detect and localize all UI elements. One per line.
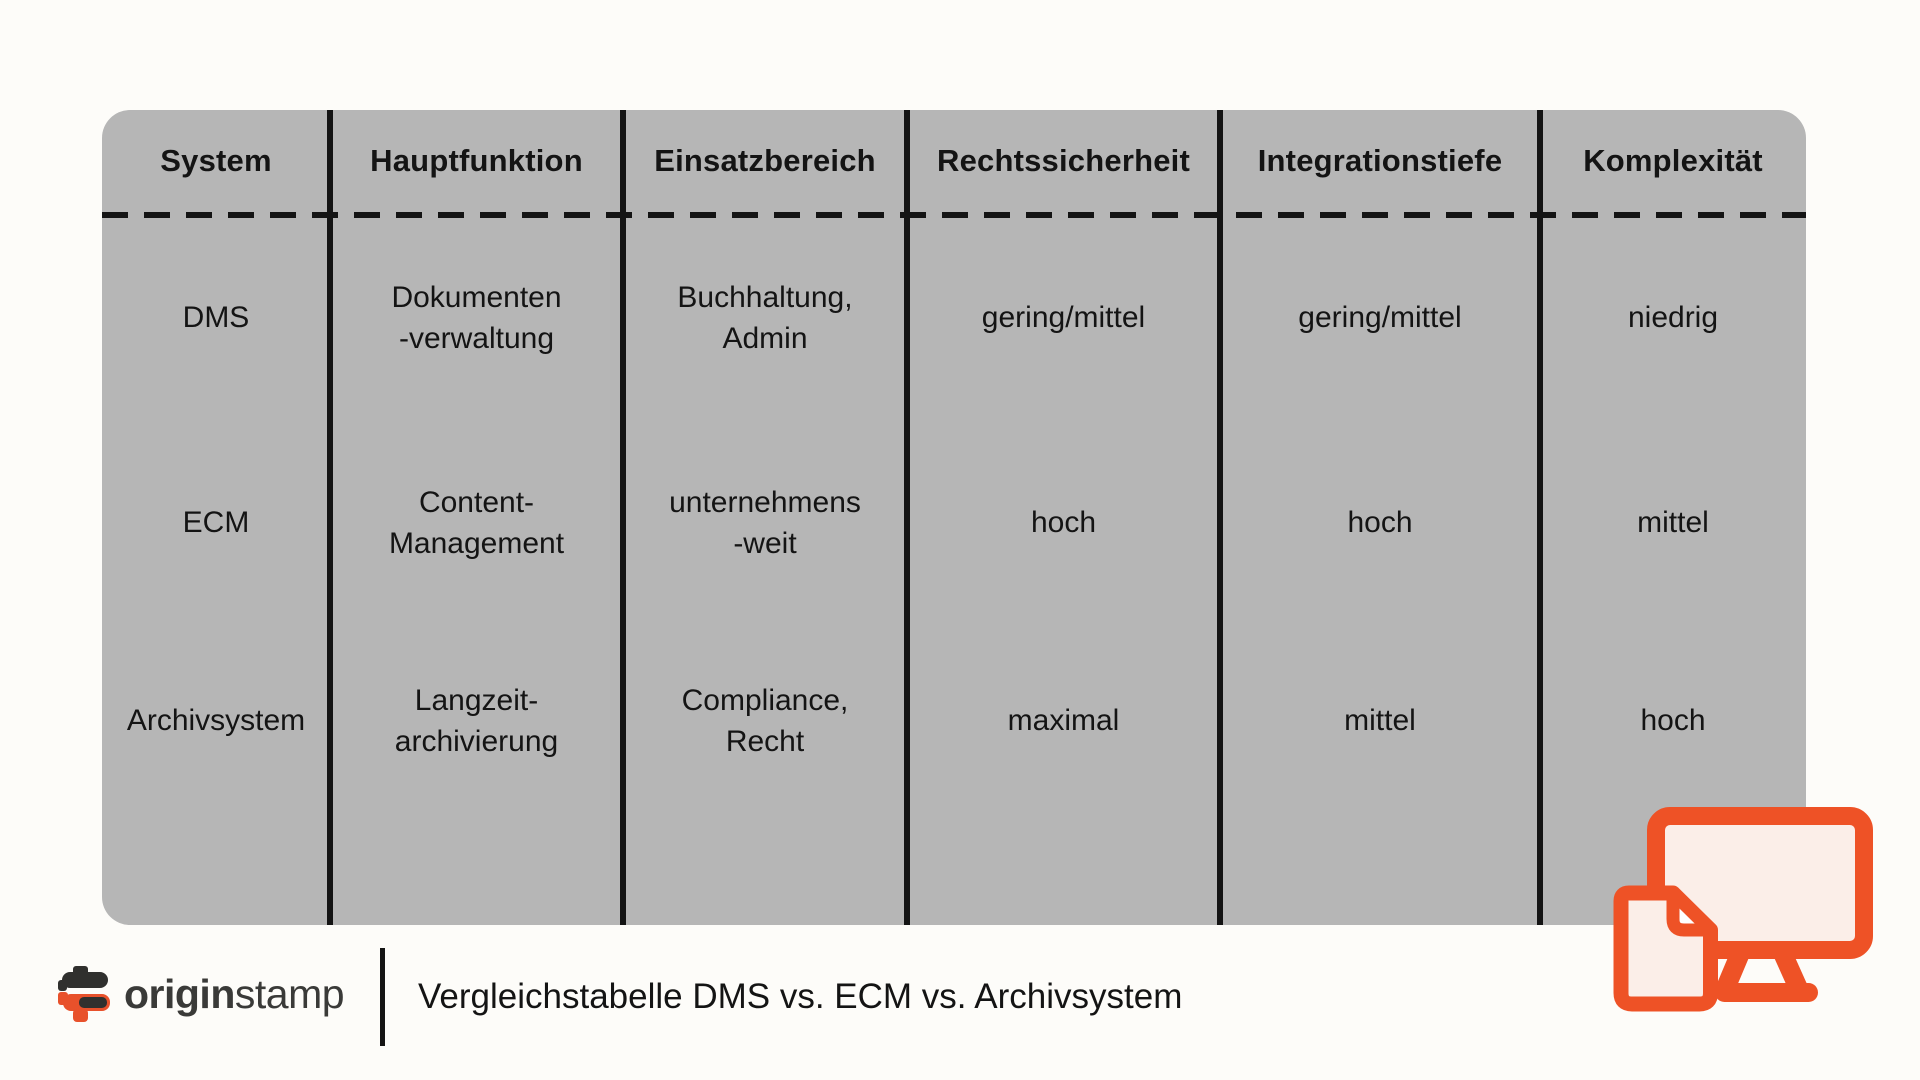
column-divider: [1217, 110, 1223, 925]
originstamp-logo-icon: [58, 966, 110, 1022]
footer-divider: [380, 948, 385, 1046]
header-cell-hauptfunktion: Hauptfunktion: [370, 142, 583, 178]
table-cell: unternehmens -weit: [669, 485, 861, 560]
header-cell-einsatzbereich: Einsatzbereich: [654, 142, 876, 178]
table-cell: mittel: [1637, 506, 1709, 540]
column-divider: [1537, 110, 1543, 925]
table-cell: niedrig: [1627, 301, 1719, 335]
column-divider: [904, 110, 910, 925]
header-cell-rechtssicherheit: Rechtssicherheit: [936, 142, 1191, 178]
brand-wordmark-stamp: stamp: [234, 970, 345, 1017]
header-cell-komplexitaet: Komplexität: [1583, 142, 1763, 178]
table-cell: hoch: [1640, 704, 1706, 738]
table-caption: Vergleichstabelle DMS vs. ECM vs. Archiv…: [418, 977, 1183, 1016]
table-cell: Buchhaltung, Admin: [677, 280, 853, 355]
header-cell-system: System: [160, 142, 272, 178]
table-cell: Langzeit- archivierung: [394, 683, 559, 758]
table-cell: Content- Management: [388, 485, 565, 560]
table-cell: mittel: [1344, 704, 1416, 738]
column-divider: [327, 110, 333, 925]
header-cell-integrationstiefe: Integrationstiefe: [1257, 142, 1503, 178]
table-grid: System Hauptfunktion Einsatzbereich Rech…: [102, 110, 1806, 925]
table-cell: gering/mittel: [1298, 301, 1462, 335]
table-cell: Dokumenten -verwaltung: [391, 280, 562, 355]
comparison-table: System Hauptfunktion Einsatzbereich Rech…: [102, 110, 1806, 925]
table-cell: hoch: [1030, 506, 1097, 540]
table-cell: ECM: [182, 506, 250, 540]
column-divider: [620, 110, 626, 925]
brand-wordmark: originstamp: [124, 970, 345, 1018]
table-cell: maximal: [1007, 704, 1120, 738]
table-cell: Compliance, Recht: [681, 683, 849, 758]
table-cell: hoch: [1347, 506, 1413, 540]
header-dashed-divider: [102, 212, 1806, 218]
brand-logo: originstamp: [58, 966, 345, 1022]
brand-wordmark-origin: origin: [124, 970, 235, 1017]
table-cell: DMS: [182, 301, 250, 335]
table-cell: gering/mittel: [981, 301, 1146, 335]
monitor-document-icon: [1613, 807, 1873, 1012]
table-cell: Archivsystem: [126, 704, 306, 738]
